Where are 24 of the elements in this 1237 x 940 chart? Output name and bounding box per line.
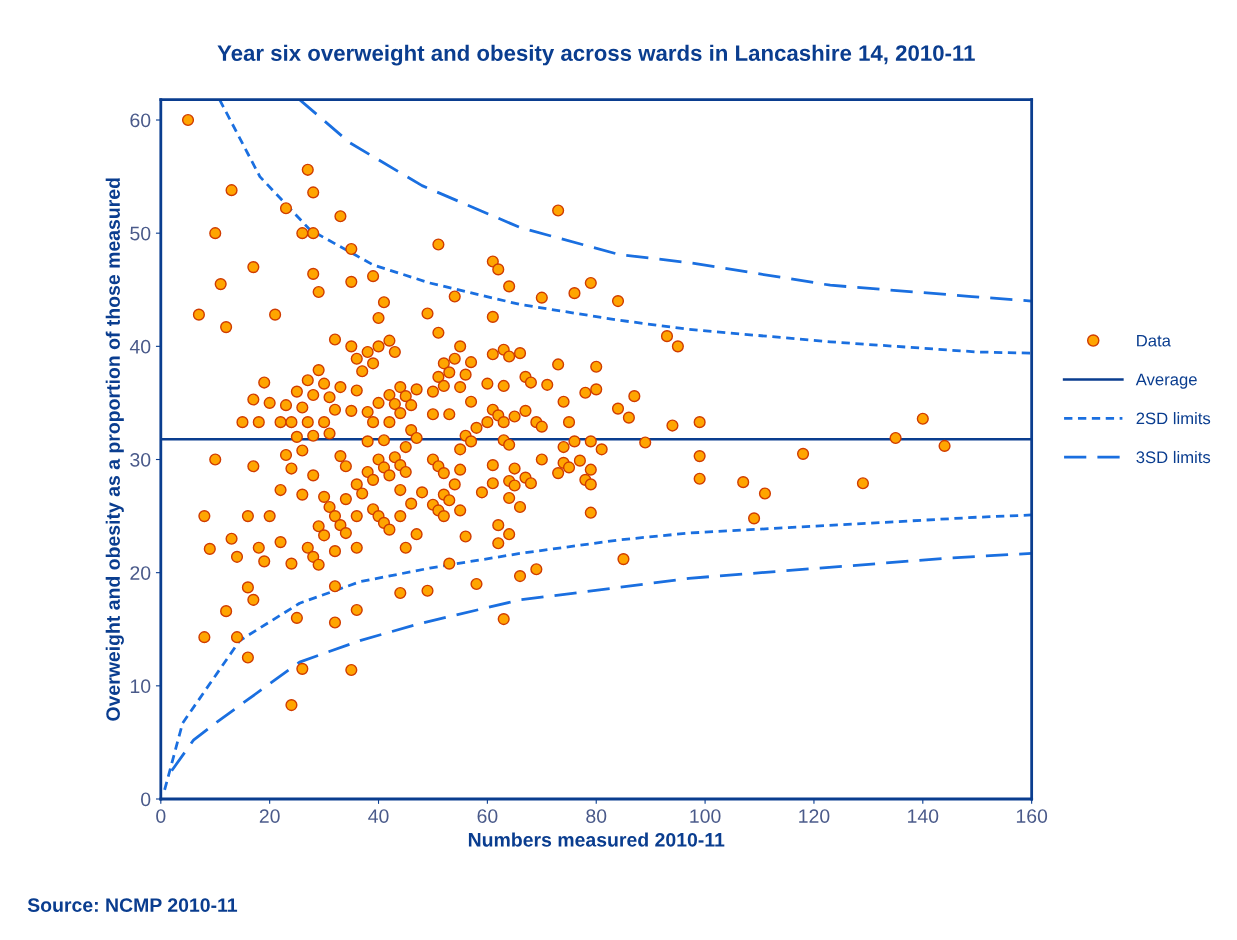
source-note: Source: NCMP 2010-11 [27, 898, 238, 912]
y-tick-label: 30 [130, 452, 151, 467]
y-tick-label: 60 [130, 113, 151, 128]
legend-label: Average [1135, 373, 1197, 389]
x-tick-label: 160 [1016, 809, 1048, 823]
y-tick-label: 0 [141, 792, 151, 807]
legend-label: 2SD limits [1136, 412, 1211, 425]
chart-title: Year six overweight and obesity across wards in Lancashire 14, 2010-11 [217, 44, 975, 66]
x-tick-label: 0 [156, 809, 166, 823]
x-tick-label: 80 [586, 809, 607, 823]
y-tick-label: 10 [130, 679, 151, 694]
y-axis-title: Overweight and obesity as a proportion of those measured [105, 178, 124, 721]
x-tick-label: 60 [477, 809, 498, 823]
x-tick-label: 20 [259, 809, 280, 823]
x-tick-label: 120 [799, 809, 830, 823]
x-tick-label: 140 [908, 809, 939, 823]
y-tick-label: 20 [130, 566, 151, 580]
y-tick-label: 40 [129, 339, 151, 354]
legend-label: 3SD limits [1136, 450, 1211, 464]
x-axis-title: Numbers measured 2010-11 [468, 832, 725, 847]
x-tick-label: 40 [368, 809, 389, 823]
y-tick-label: 50 [130, 226, 151, 241]
legend-label: Data [1137, 334, 1171, 347]
x-tick-label: 100 [690, 809, 721, 823]
